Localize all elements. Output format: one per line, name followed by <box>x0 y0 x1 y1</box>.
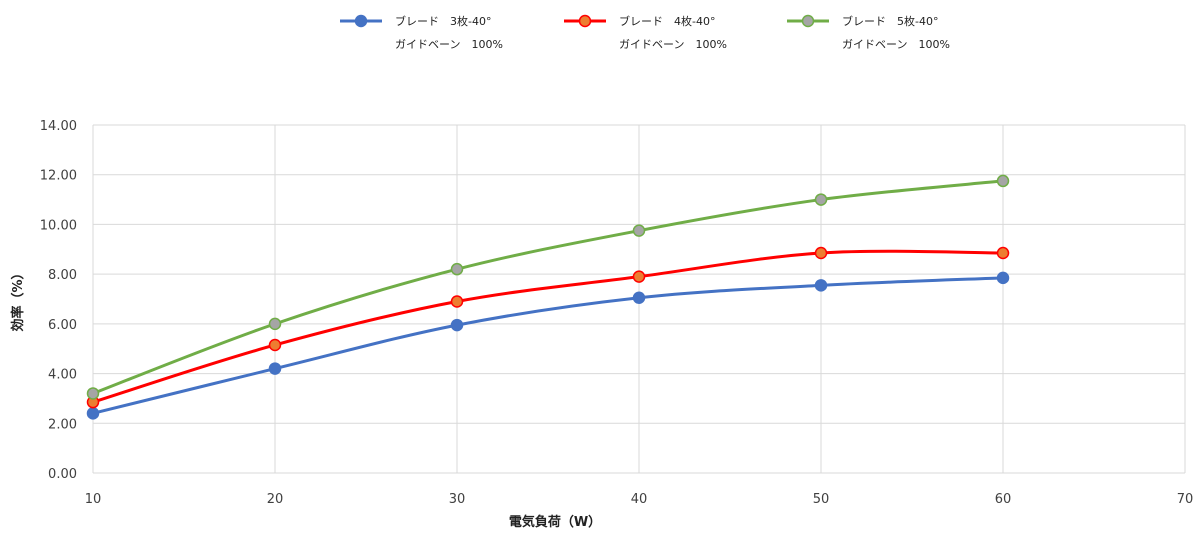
data-point <box>996 271 1010 285</box>
series-line <box>92 276 1004 415</box>
series-line <box>92 249 1004 404</box>
data-point <box>268 362 282 375</box>
y-axis-title: 効率（%） <box>10 266 26 331</box>
legend-item-3: ブレード 5枚-40° ガイドベーン 100% <box>787 14 950 51</box>
series-3 <box>86 174 1010 400</box>
series-1 <box>86 271 1010 420</box>
x-tick-label: 50 <box>813 492 830 507</box>
data-point <box>632 291 646 305</box>
data-point <box>996 174 1010 188</box>
y-tick-label: 0.00 <box>48 467 77 482</box>
x-tick-label: 20 <box>267 492 284 507</box>
legend-item-1: ブレード 3枚-40° ガイドベーン 100% <box>340 14 503 51</box>
legend-marker <box>354 14 368 28</box>
data-point <box>450 262 464 276</box>
data-point <box>996 246 1010 260</box>
data-point <box>268 338 282 352</box>
data-point <box>814 193 828 206</box>
legend-label-line2: ガイドベーン 100% <box>842 38 950 51</box>
series-line <box>92 179 1004 395</box>
series-layer <box>86 174 1010 420</box>
series-2 <box>86 246 1010 409</box>
legend-item-2: ブレード 4枚-40° ガイドベーン 100% <box>564 14 727 51</box>
x-tick-label: 70 <box>1177 492 1194 507</box>
x-axis-title: 電気負荷（W） <box>509 514 601 530</box>
y-tick-label: 8.00 <box>48 268 77 283</box>
x-tick-label: 40 <box>631 492 648 507</box>
data-point <box>86 407 100 420</box>
x-tick-label: 30 <box>449 492 466 507</box>
axes: 0.00 2.00 4.00 6.00 8.00 10.00 12.00 14.00 10 20 3… <box>40 119 1193 507</box>
y-tick-label: 12.00 <box>40 169 77 184</box>
legend: ブレード 3枚-40° ガイドベーン 100% ブレード 4枚-40° ガイドベーン … <box>340 14 950 51</box>
legend-label: ブレード 3枚-40° <box>395 14 491 28</box>
data-point <box>814 279 828 292</box>
legend-label-line2: ガイドベーン 100% <box>619 38 727 51</box>
y-tick-label: 6.00 <box>48 318 77 333</box>
data-point <box>814 246 828 260</box>
legend-label: ブレード 5枚-40° <box>842 14 938 28</box>
data-point <box>268 317 282 331</box>
x-tick-label: 60 <box>995 492 1012 507</box>
data-point <box>632 224 646 237</box>
y-tick-label: 4.00 <box>48 368 77 383</box>
legend-label: ブレード 4枚-40° <box>619 14 715 28</box>
data-point <box>450 295 464 308</box>
data-point <box>632 270 646 283</box>
legend-label-line2: ガイドベーン 100% <box>395 38 503 51</box>
data-point <box>450 318 464 332</box>
y-tick-label: 10.00 <box>40 218 77 233</box>
legend-marker <box>578 14 592 28</box>
data-point <box>86 387 100 400</box>
y-tick-label: 14.00 <box>40 119 77 134</box>
y-tick-label: 2.00 <box>48 417 77 432</box>
x-tick-label: 10 <box>85 492 102 507</box>
legend-marker <box>801 14 815 28</box>
